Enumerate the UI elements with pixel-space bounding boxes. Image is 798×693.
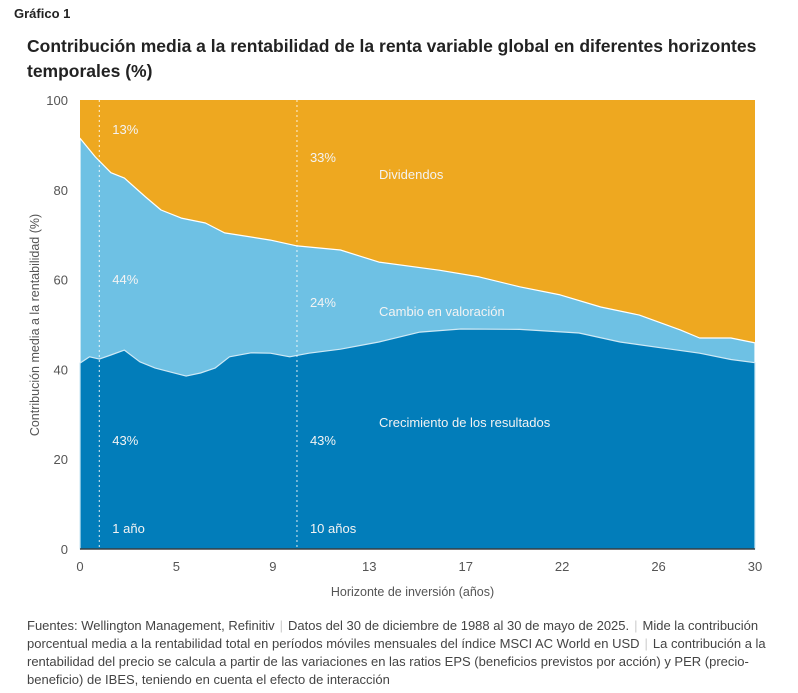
area-crecimiento	[79, 328, 756, 550]
x-tick-label: 13	[362, 559, 376, 574]
marker-value-crecimiento: 43%	[112, 433, 138, 448]
y-tick-label: 40	[54, 362, 68, 377]
y-tick-label: 100	[46, 93, 68, 108]
marker-value-dividendos: 33%	[310, 150, 336, 165]
x-tick-label: 22	[555, 559, 569, 574]
footer-price-note: La contribución a la rentabilidad del pr…	[27, 636, 766, 687]
separator: |	[634, 618, 638, 633]
marker-value-dividendos: 13%	[112, 122, 138, 137]
footer-sources: Fuentes: Wellington Management, Refiniti…	[27, 618, 275, 633]
x-tick-label: 30	[748, 559, 762, 574]
x-axis-title: Horizonte de inversión (años)	[331, 585, 494, 599]
stacked-area-chart: 13% 44% 43% 1 año 33% 24% 43% 10 años Dividendos…	[28, 93, 762, 599]
marker-label: 10 años	[310, 521, 357, 536]
y-tick-label: 20	[54, 452, 68, 467]
separator: |	[279, 618, 283, 633]
x-tick-label: 17	[458, 559, 472, 574]
x-tick-label: 5	[173, 559, 180, 574]
y-tick-label: 0	[61, 542, 68, 557]
x-tick-label: 0	[76, 559, 83, 574]
chart-footer: Fuentes: Wellington Management, Refiniti…	[27, 617, 767, 689]
footer-method: Mide la contribución porcentual media a …	[27, 618, 759, 651]
chart-title: Contribución media a la rentabilidad de …	[27, 36, 757, 81]
series-label-crecimiento: Crecimiento de los resultados	[379, 415, 551, 430]
y-tick-label: 60	[54, 273, 68, 288]
marker-value-valoracion: 24%	[310, 295, 336, 310]
series-label-valoracion: Cambio en valoración	[379, 304, 505, 319]
y-axis-title: Contribución media a la rentabilidad (%)	[28, 214, 42, 436]
footer-dates: Datos del 30 de diciembre de 1988 al 30 …	[288, 618, 630, 633]
x-tick-label: 9	[269, 559, 276, 574]
marker-label: 1 año	[112, 521, 145, 536]
figure-label: Gráfico 1	[14, 6, 71, 21]
separator: |	[644, 636, 648, 651]
series-label-dividendos: Dividendos	[379, 167, 444, 182]
x-tick-label: 26	[651, 559, 665, 574]
y-tick-label: 80	[54, 183, 68, 198]
marker-value-crecimiento: 43%	[310, 433, 336, 448]
marker-value-valoracion: 44%	[112, 272, 138, 287]
